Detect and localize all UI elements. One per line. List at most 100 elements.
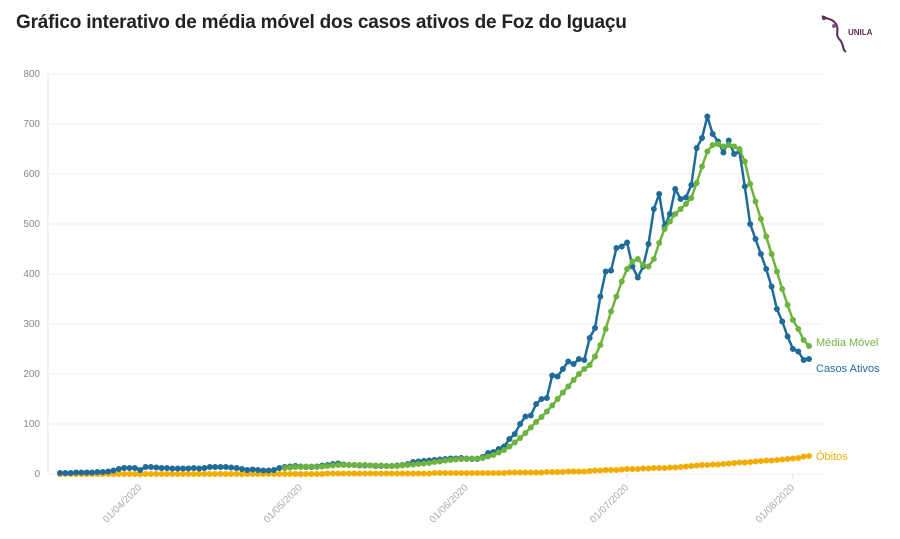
- data-point: [388, 470, 395, 477]
- data-point: [640, 262, 647, 268]
- data-point: [383, 463, 390, 469]
- data-point: [126, 471, 133, 477]
- data-point: [752, 198, 759, 205]
- data-point: [468, 470, 475, 476]
- data-point: [624, 266, 631, 272]
- data-point: [784, 333, 791, 340]
- data-point: [656, 465, 663, 471]
- data-point: [506, 443, 513, 450]
- data-point: [158, 471, 165, 477]
- data-point: [452, 456, 459, 463]
- data-point: [169, 471, 176, 477]
- data-point: [276, 465, 283, 471]
- data-point: [463, 470, 470, 476]
- data-point: [682, 194, 689, 201]
- data-point: [206, 464, 213, 470]
- data-point: [281, 471, 288, 477]
- data-point: [511, 469, 518, 476]
- data-point: [741, 158, 748, 165]
- data-point: [586, 335, 593, 341]
- data-point: [447, 470, 454, 476]
- data-point: [629, 258, 636, 265]
- data-point: [324, 470, 331, 477]
- data-point: [131, 465, 138, 471]
- legend-label: Casos Ativos: [816, 363, 880, 375]
- data-point: [356, 470, 363, 477]
- data-point: [608, 308, 615, 315]
- data-point: [217, 464, 224, 470]
- data-point: [725, 142, 732, 148]
- data-point: [431, 459, 438, 465]
- x-tick-label: 01/05/2020: [262, 482, 305, 525]
- data-point: [511, 439, 518, 446]
- data-point: [656, 191, 663, 197]
- data-point: [789, 455, 796, 462]
- data-point: [672, 464, 679, 471]
- data-point: [549, 372, 556, 379]
- data-point: [463, 456, 470, 462]
- data-point: [731, 460, 738, 466]
- data-point: [287, 464, 294, 471]
- data-point: [650, 256, 657, 262]
- data-point: [773, 457, 780, 463]
- data-point: [666, 211, 673, 217]
- data-point: [602, 467, 609, 473]
- data-point: [795, 455, 802, 461]
- data-point: [474, 470, 481, 476]
- data-point: [763, 457, 770, 464]
- data-point: [174, 471, 181, 477]
- data-point: [773, 268, 780, 275]
- data-point: [613, 245, 620, 251]
- data-point: [613, 467, 620, 473]
- data-point: [222, 471, 229, 477]
- data-point: [565, 383, 572, 390]
- data-point: [147, 464, 154, 470]
- data-point: [559, 366, 566, 372]
- data-point: [693, 145, 700, 151]
- data-point: [297, 464, 304, 470]
- data-point: [372, 462, 379, 469]
- data-point: [153, 471, 160, 477]
- data-point: [634, 274, 641, 281]
- data-point: [506, 469, 513, 476]
- data-point: [292, 464, 299, 470]
- data-point: [254, 467, 261, 473]
- data-point: [709, 142, 716, 148]
- data-point: [618, 243, 625, 250]
- data-point: [420, 460, 427, 467]
- data-point: [736, 459, 743, 466]
- data-point: [693, 462, 700, 469]
- data-point: [399, 470, 406, 477]
- data-point: [672, 186, 679, 192]
- logo-text: UNILA: [848, 28, 873, 37]
- data-point: [618, 466, 625, 473]
- data-point: [570, 361, 577, 367]
- data-point: [554, 469, 561, 475]
- data-point: [517, 435, 524, 441]
- data-point: [570, 468, 577, 475]
- data-point: [581, 468, 588, 475]
- data-point: [372, 470, 379, 477]
- data-point: [201, 465, 208, 471]
- data-point: [292, 471, 299, 477]
- data-point: [592, 467, 598, 474]
- data-point: [677, 206, 684, 212]
- data-point: [324, 463, 331, 469]
- data-point: [715, 461, 722, 468]
- data-point: [222, 464, 229, 470]
- data-point: [121, 465, 128, 471]
- data-point: [228, 464, 235, 471]
- legend-label: Óbitos: [816, 450, 848, 463]
- data-point: [704, 113, 711, 120]
- data-point: [699, 163, 705, 170]
- data-point: [575, 371, 582, 377]
- data-point: [142, 464, 149, 470]
- data-point: [329, 470, 336, 477]
- data-point: [399, 462, 406, 469]
- data-point: [629, 466, 636, 472]
- data-point: [345, 462, 352, 468]
- data-point: [527, 412, 534, 419]
- data-point: [378, 462, 384, 469]
- data-point: [688, 195, 695, 201]
- data-point: [597, 342, 604, 348]
